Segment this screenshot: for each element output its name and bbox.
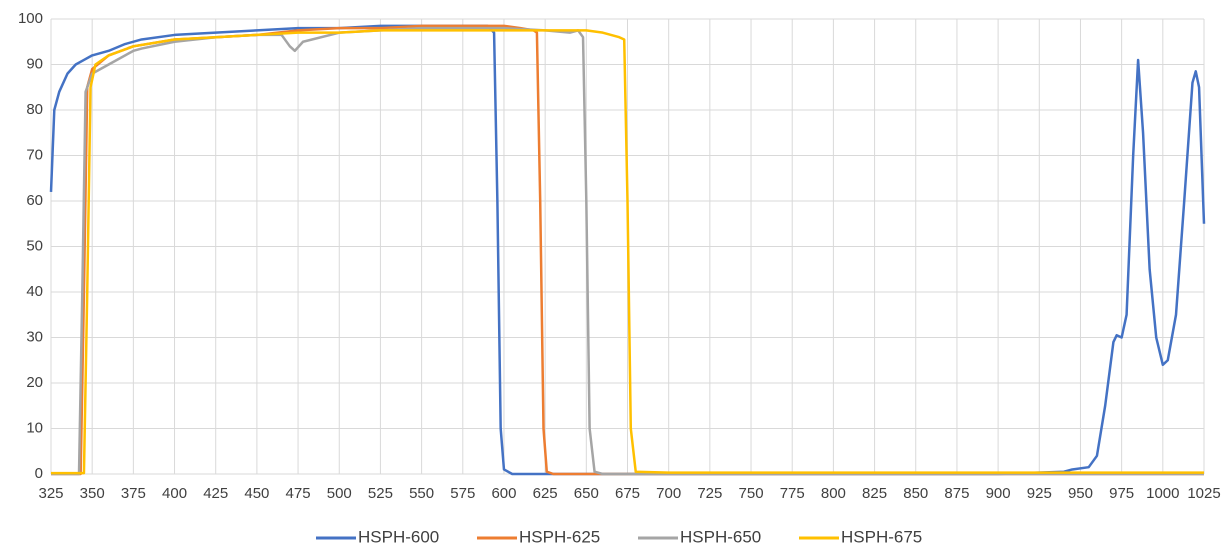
y-tick-label: 90 [26,55,43,72]
x-tick-label: 900 [986,485,1011,502]
legend-label: HSPH-650 [680,527,761,546]
y-tick-label: 40 [26,283,43,300]
x-tick-label: 600 [491,485,516,502]
y-tick-label: 20 [26,374,43,391]
x-tick-label: 725 [697,485,722,502]
x-tick-label: 525 [368,485,393,502]
series-line [49,24,1206,476]
y-tick-label: 70 [26,146,43,163]
series-line [51,26,1204,476]
x-tick-label: 375 [121,485,146,502]
y-tick-label: 0 [35,465,43,482]
y-tick-label: 60 [26,192,43,209]
x-tick-label: 350 [80,485,105,502]
x-tick-label: 750 [739,485,764,502]
x-tick-label: 1000 [1146,485,1179,502]
x-tick-label: 400 [162,485,187,502]
legend-label: HSPH-625 [519,527,600,546]
series-line [51,24,1204,476]
x-tick-label: 325 [38,485,63,502]
x-tick-label: 775 [780,485,805,502]
x-tick-label: 825 [862,485,887,502]
x-tick-label: 550 [409,485,434,502]
y-tick-label: 30 [26,328,43,345]
x-tick-label: 800 [821,485,846,502]
legend-label: HSPH-675 [841,527,922,546]
y-tick-label: 50 [26,237,43,254]
y-tick-label: 80 [26,101,43,118]
x-tick-label: 425 [203,485,228,502]
series-line [51,29,1204,475]
x-tick-label: 650 [574,485,599,502]
x-tick-label: 875 [944,485,969,502]
x-tick-label: 475 [286,485,311,502]
x-tick-label: 1025 [1187,485,1220,502]
x-tick-label: 575 [450,485,475,502]
x-tick-label: 975 [1109,485,1134,502]
x-tick-label: 950 [1068,485,1093,502]
x-tick-label: 450 [244,485,269,502]
x-tick-label: 700 [656,485,681,502]
legend-label: HSPH-600 [358,527,439,546]
y-tick-label: 10 [26,419,43,436]
x-tick-label: 625 [533,485,558,502]
y-tick-label: 100 [18,10,43,27]
x-tick-label: 925 [1027,485,1052,502]
x-tick-label: 850 [903,485,928,502]
x-tick-label: 675 [615,485,640,502]
x-tick-label: 500 [327,485,352,502]
